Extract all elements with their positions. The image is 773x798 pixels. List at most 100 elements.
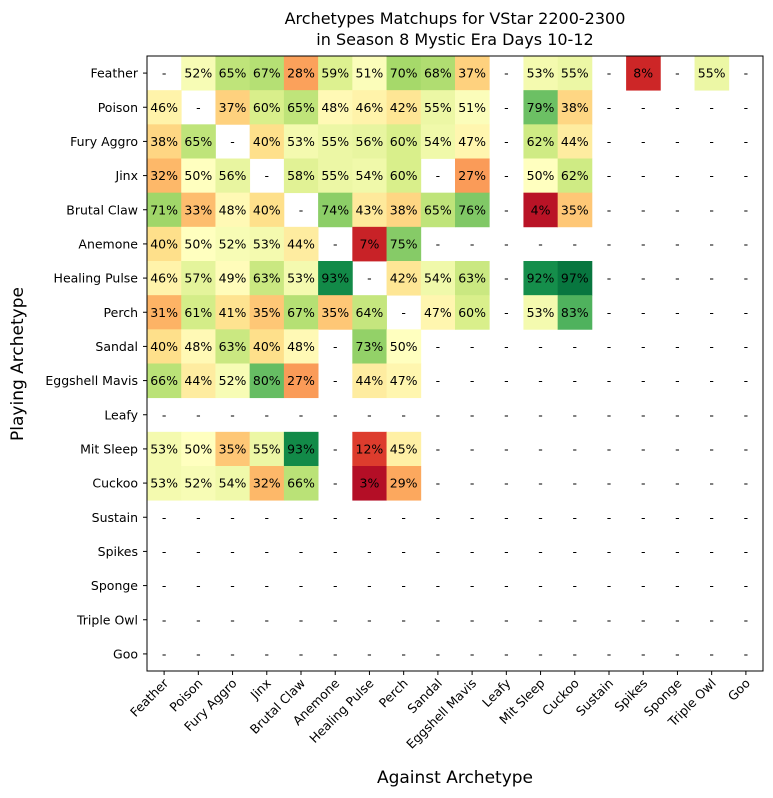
heatmap-cell bbox=[249, 431, 285, 467]
heatmap-cell-label: 62% bbox=[527, 134, 555, 149]
heatmap-cell bbox=[557, 261, 593, 296]
heatmap-cell-label: 35% bbox=[561, 202, 589, 217]
heatmap-cell bbox=[147, 226, 182, 262]
heatmap-cell-label: - bbox=[230, 612, 235, 627]
heatmap-cell bbox=[147, 295, 182, 330]
heatmap-cell bbox=[283, 226, 319, 262]
heatmap-cell bbox=[557, 90, 593, 125]
heatmap-cell-label: - bbox=[607, 236, 612, 251]
heatmap-cell-label: - bbox=[641, 578, 646, 593]
y-tick-label: Healing Pulse bbox=[54, 271, 139, 286]
heatmap-cell-label: - bbox=[709, 476, 714, 491]
heatmap-cell bbox=[557, 295, 593, 330]
heatmap-cell-label: - bbox=[504, 168, 509, 183]
heatmap-cell-label: 35% bbox=[321, 305, 349, 320]
heatmap-cell-label: 32% bbox=[253, 476, 281, 491]
heatmap-cell-label: 48% bbox=[287, 339, 315, 354]
heatmap-cell-label: - bbox=[265, 168, 270, 183]
chart-title-line-2: in Season 8 Mystic Era Days 10-12 bbox=[316, 30, 593, 49]
heatmap-cell bbox=[181, 261, 216, 296]
heatmap-cell-label: - bbox=[709, 236, 714, 251]
heatmap-cell-label: 50% bbox=[184, 441, 212, 456]
y-tick-label: Brutal Claw bbox=[66, 202, 138, 217]
heatmap-cell bbox=[557, 124, 593, 159]
heatmap-cell bbox=[283, 329, 319, 364]
heatmap-cell-label: - bbox=[641, 305, 646, 320]
heatmap-cell bbox=[523, 56, 559, 91]
heatmap-cell-label: 66% bbox=[150, 373, 178, 388]
heatmap-cell bbox=[249, 192, 285, 228]
heatmap-cell-label: 35% bbox=[219, 441, 247, 456]
heatmap-cell-label: - bbox=[709, 305, 714, 320]
heatmap-cell bbox=[181, 295, 216, 330]
heatmap-cell-labels: - 52% 65% 67% 28% 59% 51% 70% 68% 37% - 53% 55% - 8% - 5… bbox=[150, 66, 748, 662]
heatmap-cell-label: - bbox=[744, 66, 749, 81]
heatmap-cell-label: - bbox=[709, 202, 714, 217]
heatmap-cell bbox=[283, 261, 319, 296]
heatmap-cell-label: 59% bbox=[321, 66, 349, 81]
heatmap-cell-label: - bbox=[607, 100, 612, 115]
heatmap-cell-label: - bbox=[265, 407, 270, 422]
heatmap-cell-label: 32% bbox=[150, 168, 178, 183]
heatmap-cell-label: - bbox=[333, 441, 338, 456]
heatmap-cell-label: - bbox=[436, 578, 441, 593]
heatmap-cell-label: - bbox=[675, 168, 680, 183]
heatmap-cell-label: - bbox=[299, 510, 304, 525]
heatmap-cell bbox=[147, 124, 182, 159]
heatmap-cell-label: 45% bbox=[390, 441, 418, 456]
heatmap-cell-label: - bbox=[675, 100, 680, 115]
heatmap-cell bbox=[455, 295, 490, 330]
heatmap-cell-label: - bbox=[436, 476, 441, 491]
heatmap-cell-label: - bbox=[607, 202, 612, 217]
heatmap-cell-label: 65% bbox=[184, 134, 212, 149]
heatmap-cell-label: - bbox=[744, 476, 749, 491]
heatmap-cell-label: 38% bbox=[561, 100, 589, 115]
heatmap-cell-label: - bbox=[230, 646, 235, 661]
heatmap-cell-label: - bbox=[744, 407, 749, 422]
heatmap-cell bbox=[352, 466, 387, 501]
heatmap-cell-label: - bbox=[538, 407, 543, 422]
heatmap-cell-label: - bbox=[504, 373, 509, 388]
heatmap-cell bbox=[455, 192, 490, 228]
heatmap-cell bbox=[352, 295, 387, 330]
heatmap-cell-label: - bbox=[504, 134, 509, 149]
heatmap-cell-label: - bbox=[607, 305, 612, 320]
heatmap-cell-label: - bbox=[538, 373, 543, 388]
heatmap-cell-label: 50% bbox=[184, 236, 212, 251]
heatmap-cell-label: 47% bbox=[458, 134, 486, 149]
heatmap-cell-label: - bbox=[607, 373, 612, 388]
heatmap-cell-label: 67% bbox=[287, 305, 315, 320]
heatmap-cell-label: 54% bbox=[219, 476, 247, 491]
heatmap-cell bbox=[420, 56, 456, 91]
heatmap-cell-label: - bbox=[265, 612, 270, 627]
heatmap-cell-label: - bbox=[367, 407, 372, 422]
heatmap-cell bbox=[318, 56, 353, 91]
heatmap-cell-label: 38% bbox=[150, 134, 178, 149]
heatmap-cell-label: - bbox=[573, 407, 578, 422]
heatmap-cell-label: 51% bbox=[458, 100, 486, 115]
heatmap-cell bbox=[215, 295, 251, 330]
heatmap-cell-label: - bbox=[333, 646, 338, 661]
heatmap-cell-label: 8% bbox=[633, 66, 653, 81]
heatmap-cell-label: 53% bbox=[150, 476, 178, 491]
heatmap-cell-label: - bbox=[709, 578, 714, 593]
heatmap-cell bbox=[147, 431, 182, 467]
heatmap-cell-label: - bbox=[401, 305, 406, 320]
heatmap-cell-label: 41% bbox=[219, 305, 247, 320]
heatmap-cell-label: - bbox=[744, 339, 749, 354]
heatmap-cell-label: - bbox=[436, 510, 441, 525]
heatmap-cell-label: - bbox=[607, 544, 612, 559]
heatmap-cell bbox=[386, 329, 422, 364]
heatmap-cell-label: 47% bbox=[424, 305, 452, 320]
heatmap-cell-label: - bbox=[470, 339, 475, 354]
x-tick-label: Feather bbox=[127, 675, 172, 720]
heatmap-cell-label: 53% bbox=[253, 236, 281, 251]
heatmap-cell-label: - bbox=[299, 407, 304, 422]
heatmap-cell-label: 50% bbox=[527, 168, 555, 183]
heatmap-cell-label: - bbox=[436, 373, 441, 388]
heatmap-cell-label: - bbox=[675, 202, 680, 217]
heatmap-cell-label: 47% bbox=[390, 373, 418, 388]
heatmap-cell bbox=[249, 56, 285, 91]
heatmap-cell-label: - bbox=[573, 476, 578, 491]
